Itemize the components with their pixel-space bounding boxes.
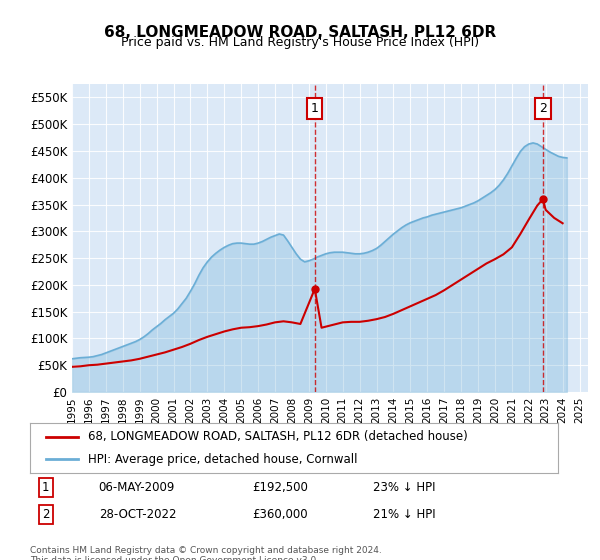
- Text: 23% ↓ HPI: 23% ↓ HPI: [373, 480, 436, 493]
- Text: 2: 2: [42, 508, 50, 521]
- Text: 68, LONGMEADOW ROAD, SALTASH, PL12 6DR (detached house): 68, LONGMEADOW ROAD, SALTASH, PL12 6DR (…: [88, 431, 468, 444]
- Text: 2: 2: [539, 102, 547, 115]
- Text: £192,500: £192,500: [252, 480, 308, 493]
- Text: 68, LONGMEADOW ROAD, SALTASH, PL12 6DR: 68, LONGMEADOW ROAD, SALTASH, PL12 6DR: [104, 25, 496, 40]
- Text: Price paid vs. HM Land Registry's House Price Index (HPI): Price paid vs. HM Land Registry's House …: [121, 36, 479, 49]
- Text: HPI: Average price, detached house, Cornwall: HPI: Average price, detached house, Corn…: [88, 452, 358, 465]
- Text: £360,000: £360,000: [252, 508, 307, 521]
- Text: 1: 1: [311, 102, 319, 115]
- Text: 1: 1: [42, 480, 50, 493]
- Text: Contains HM Land Registry data © Crown copyright and database right 2024.
This d: Contains HM Land Registry data © Crown c…: [30, 546, 382, 560]
- Text: 06-MAY-2009: 06-MAY-2009: [98, 480, 175, 493]
- Text: 21% ↓ HPI: 21% ↓ HPI: [373, 508, 436, 521]
- Text: 28-OCT-2022: 28-OCT-2022: [98, 508, 176, 521]
